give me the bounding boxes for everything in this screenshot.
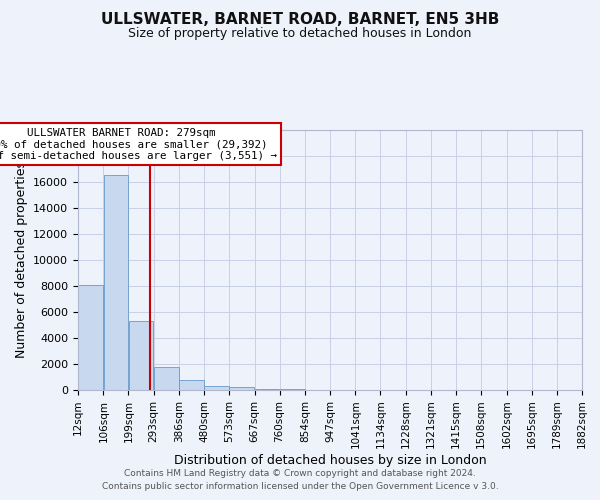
Text: Contains public sector information licensed under the Open Government Licence v : Contains public sector information licen… <box>101 482 499 491</box>
Text: ULLSWATER BARNET ROAD: 279sqm
← 89% of detached houses are smaller (29,392)
11% : ULLSWATER BARNET ROAD: 279sqm ← 89% of d… <box>0 128 277 161</box>
Bar <box>78 284 103 390</box>
Bar <box>154 366 179 390</box>
Bar <box>229 388 254 390</box>
Text: Size of property relative to detached houses in London: Size of property relative to detached ho… <box>128 28 472 40</box>
Text: Contains HM Land Registry data © Crown copyright and database right 2024.: Contains HM Land Registry data © Crown c… <box>124 468 476 477</box>
Bar <box>205 386 229 390</box>
Text: ULLSWATER, BARNET ROAD, BARNET, EN5 3HB: ULLSWATER, BARNET ROAD, BARNET, EN5 3HB <box>101 12 499 28</box>
X-axis label: Distribution of detached houses by size in London: Distribution of detached houses by size … <box>173 454 487 467</box>
Bar <box>255 388 280 390</box>
Bar <box>104 176 128 390</box>
Bar <box>280 388 305 390</box>
Y-axis label: Number of detached properties: Number of detached properties <box>14 162 28 358</box>
Bar <box>128 321 154 390</box>
Bar <box>179 380 204 390</box>
